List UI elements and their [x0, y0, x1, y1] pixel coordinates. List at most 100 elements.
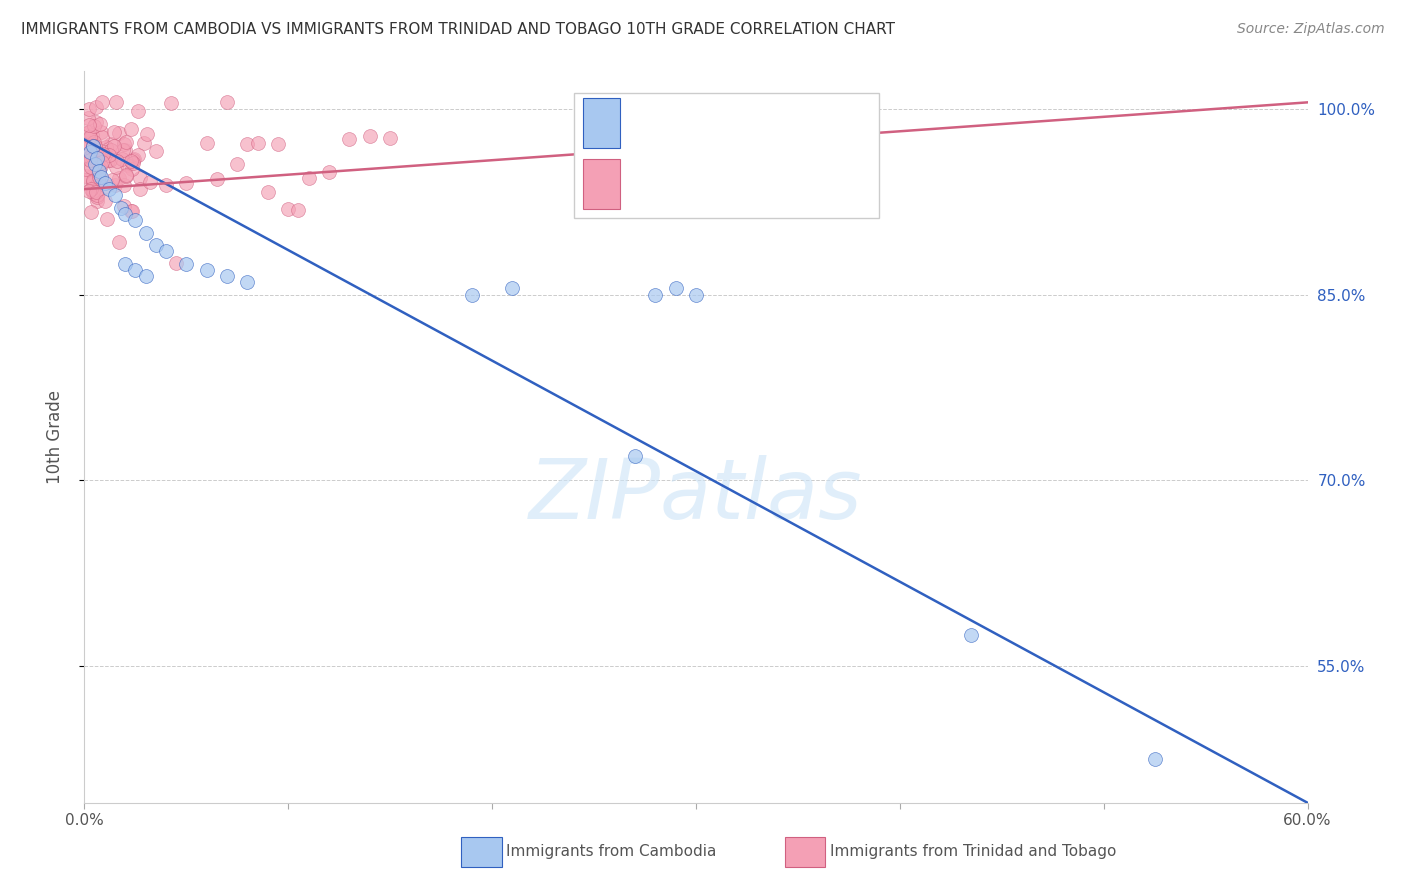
Point	[112, 143, 135, 157]
Point	[287, 203, 309, 218]
Point	[77, 112, 100, 126]
Point	[165, 256, 187, 270]
Text: Immigrants from Cambodia: Immigrants from Cambodia	[506, 845, 717, 859]
Point	[135, 268, 157, 283]
Point	[89, 166, 111, 180]
Point	[91, 147, 114, 161]
Point	[93, 145, 115, 160]
Point	[84, 186, 107, 200]
Point	[77, 125, 100, 139]
Point	[120, 153, 142, 168]
Point	[94, 140, 117, 154]
Point	[80, 160, 103, 174]
Point	[139, 175, 162, 189]
Point	[86, 194, 108, 208]
Point	[79, 153, 101, 167]
Point	[257, 186, 280, 200]
Point	[159, 95, 181, 110]
Point	[195, 262, 218, 277]
Point	[80, 148, 103, 162]
Point	[155, 178, 177, 193]
Point	[79, 145, 101, 159]
Point	[461, 287, 484, 301]
Point	[644, 287, 666, 301]
Point	[97, 147, 120, 161]
Point	[77, 125, 100, 139]
Point	[129, 171, 152, 186]
Point	[104, 188, 127, 202]
Point	[134, 136, 156, 150]
Point	[117, 157, 139, 171]
Point	[105, 161, 128, 175]
Point	[89, 118, 111, 132]
Point	[174, 176, 197, 190]
Y-axis label: 10th Grade: 10th Grade	[45, 390, 63, 484]
Point	[121, 161, 143, 176]
Text: IMMIGRANTS FROM CAMBODIA VS IMMIGRANTS FROM TRINIDAD AND TOBAGO 10TH GRADE CORRE: IMMIGRANTS FROM CAMBODIA VS IMMIGRANTS F…	[21, 22, 896, 37]
Point	[96, 211, 118, 226]
Point	[82, 184, 104, 198]
Point	[103, 125, 125, 139]
Point	[112, 178, 135, 192]
Point	[75, 162, 97, 177]
Point	[205, 171, 228, 186]
Point	[77, 103, 100, 117]
Point	[79, 145, 101, 160]
Point	[624, 449, 647, 463]
Point	[267, 137, 290, 152]
Point	[112, 199, 135, 213]
Point	[226, 156, 249, 170]
Text: Immigrants from Trinidad and Tobago: Immigrants from Trinidad and Tobago	[830, 845, 1116, 859]
Point	[318, 165, 340, 179]
Point	[82, 138, 104, 153]
Point	[97, 153, 120, 167]
Point	[502, 281, 524, 295]
Point	[90, 169, 112, 184]
Point	[82, 186, 104, 201]
Point	[100, 136, 122, 151]
Point	[115, 135, 138, 149]
Point	[114, 207, 136, 221]
Point	[195, 136, 218, 151]
Point	[124, 262, 146, 277]
Point	[339, 131, 361, 145]
Point	[129, 181, 152, 195]
Point	[960, 628, 983, 642]
Point	[83, 120, 105, 134]
Point	[90, 95, 112, 110]
Point	[174, 256, 197, 270]
Point	[112, 137, 135, 152]
Point	[84, 139, 107, 153]
Point	[120, 204, 142, 219]
Point	[98, 153, 121, 168]
Point	[75, 139, 97, 153]
Point	[83, 135, 105, 149]
Point	[108, 170, 131, 185]
Point	[86, 115, 108, 129]
Point	[82, 175, 104, 189]
Point	[114, 256, 136, 270]
Point	[77, 118, 100, 132]
Text: ZIPatlas: ZIPatlas	[529, 455, 863, 536]
Point	[665, 281, 688, 295]
Point	[114, 168, 136, 182]
Point	[136, 128, 159, 142]
Point	[122, 156, 145, 170]
Point	[84, 100, 107, 114]
Point	[104, 178, 127, 193]
Point	[82, 139, 104, 153]
Point	[90, 125, 112, 139]
Point	[90, 159, 112, 173]
Point	[217, 95, 239, 110]
Point	[89, 161, 111, 175]
Point	[127, 148, 149, 162]
Point	[75, 173, 97, 187]
Point	[145, 238, 167, 252]
Point	[87, 163, 110, 178]
Point	[145, 144, 167, 158]
Point	[108, 235, 131, 249]
Point	[75, 151, 97, 165]
Point	[86, 151, 108, 165]
Point	[110, 201, 132, 215]
Point	[103, 139, 125, 153]
